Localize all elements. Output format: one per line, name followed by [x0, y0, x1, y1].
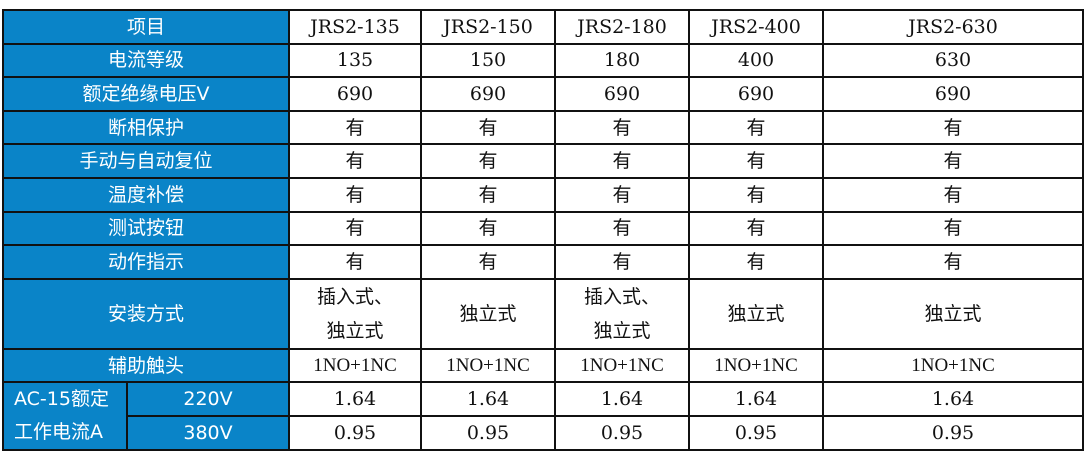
value-cell: 有 — [554, 244, 690, 280]
model-header-cell: JRS2-150 — [420, 9, 556, 45]
table-row: 电流等级 135 150 180 400 630 — [2, 42, 1084, 79]
value-cell: 有 — [554, 143, 690, 179]
value-cell: 有 — [688, 109, 824, 146]
spec-table: 项目 JRS2-135 JRS2-150 JRS2-180 JRS2-400 JRS2-6… — [2, 9, 1084, 452]
value-cell: 有 — [688, 210, 824, 247]
table-row: 测试按钮有有有有有 — [2, 210, 1084, 247]
model-header-cell: JRS2-400 — [688, 9, 824, 45]
voltage-cell: 380V — [126, 415, 290, 452]
value-cell: 1NO+1NC — [554, 347, 690, 384]
row-label-cell: 断相保护 — [2, 109, 290, 146]
value-cell: 有 — [822, 244, 1084, 280]
table-row: 安装方式 插入式、 独立式 独立式 插入式、 独立式 独立式 独立式 — [2, 277, 1084, 350]
table-row: 断相保护有有有有有 — [2, 109, 1084, 146]
row-label-cell: 温度补偿 — [2, 176, 290, 213]
table-row: 380V 0.95 0.95 0.95 0.95 0.95 — [3, 415, 1084, 452]
value-cell: 有 — [288, 176, 422, 213]
value-cell: 有 — [288, 109, 422, 146]
value-cell: 1.64 — [554, 381, 690, 418]
value-cell: 1NO+1NC — [288, 347, 422, 384]
value-cell: 有 — [554, 176, 690, 213]
value-cell: 有 — [288, 244, 422, 280]
header-label-cell: 项目 — [2, 9, 290, 45]
value-cell: 有 — [822, 210, 1084, 247]
value-cell: 1NO+1NC — [688, 347, 824, 384]
value-cell: 独立式 — [822, 277, 1084, 350]
value-cell: 400 — [688, 42, 824, 79]
value-cell: 690 — [420, 76, 556, 112]
table-row: 温度补偿有有有有有 — [2, 176, 1084, 213]
table-row: 手动与自动复位有有有有有 — [2, 143, 1084, 179]
value-cell: 1NO+1NC — [822, 347, 1084, 384]
table-row: 额定绝缘电压V 690 690 690 690 690 — [2, 76, 1084, 112]
value-cell: 有 — [288, 143, 422, 179]
value-cell: 135 — [288, 42, 422, 79]
value-cell: 0.95 — [554, 415, 690, 452]
table-row: AC-15额定工作电流A 220V 1.64 1.64 1.64 1.64 1.64 — [2, 381, 1084, 452]
row-label-cell: 手动与自动复位 — [2, 143, 290, 179]
model-header-cell: JRS2-630 — [822, 9, 1084, 45]
table-row: 动作指示有有有有有 — [2, 244, 1084, 280]
value-cell: 1.64 — [688, 381, 824, 418]
table-row: 辅助触头 1NO+1NC 1NO+1NC 1NO+1NC 1NO+1NC 1NO+1NC — [2, 347, 1084, 384]
value-cell: 有 — [822, 176, 1084, 213]
value-cell: 有 — [554, 109, 690, 146]
row-label-cell: 测试按钮 — [2, 210, 290, 247]
value-cell: 有 — [420, 176, 556, 213]
value-cell: 独立式 — [688, 277, 824, 350]
value-cell: 1NO+1NC — [420, 347, 556, 384]
value-cell: 690 — [822, 76, 1084, 112]
value-cell: 有 — [420, 143, 556, 179]
value-cell: 180 — [554, 42, 690, 79]
row-label-cell: 辅助触头 — [2, 347, 290, 384]
value-cell: 1.64 — [822, 381, 1084, 418]
value-cell: 有 — [420, 210, 556, 247]
model-header-cell: JRS2-135 — [288, 9, 422, 45]
value-cell: 有 — [420, 109, 556, 146]
value-cell: 独立式 — [420, 277, 556, 350]
value-cell: 有 — [688, 244, 824, 280]
value-cell: 690 — [688, 76, 824, 112]
value-cell: 0.95 — [688, 415, 824, 452]
value-cell: 有 — [822, 143, 1084, 179]
value-cell: 1.64 — [288, 381, 422, 418]
value-cell: 690 — [554, 76, 690, 112]
value-cell: 有 — [288, 210, 422, 247]
value-cell: 0.95 — [822, 415, 1084, 452]
row-label-cell: 电流等级 — [2, 42, 290, 79]
value-cell: 有 — [822, 109, 1084, 146]
row-label-cell: 安装方式 — [2, 277, 290, 350]
value-cell: 0.95 — [288, 415, 422, 452]
ac15-label-cell: AC-15额定工作电流A — [2, 381, 128, 452]
row-label-cell: 额定绝缘电压V — [2, 76, 290, 112]
value-cell: 690 — [288, 76, 422, 112]
value-cell: 630 — [822, 42, 1084, 79]
value-cell: 插入式、 独立式 — [554, 277, 690, 350]
header-row: 项目 JRS2-135 JRS2-150 JRS2-180 JRS2-400 JRS2-6… — [2, 9, 1084, 45]
voltage-cell: 220V — [126, 381, 290, 418]
row-label-cell: 动作指示 — [2, 244, 290, 280]
value-cell: 0.95 — [420, 415, 556, 452]
value-cell: 有 — [688, 176, 824, 213]
model-header-cell: JRS2-180 — [554, 9, 690, 45]
value-cell: 1.64 — [420, 381, 556, 418]
value-cell: 插入式、 独立式 — [288, 277, 422, 350]
value-cell: 有 — [420, 244, 556, 280]
value-cell: 150 — [420, 42, 556, 79]
value-cell: 有 — [554, 210, 690, 247]
value-cell: 有 — [688, 143, 824, 179]
